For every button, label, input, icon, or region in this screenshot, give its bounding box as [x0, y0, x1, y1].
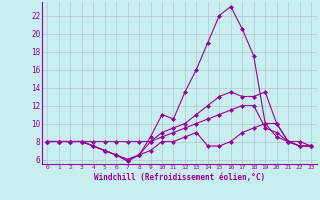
X-axis label: Windchill (Refroidissement éolien,°C): Windchill (Refroidissement éolien,°C): [94, 173, 265, 182]
